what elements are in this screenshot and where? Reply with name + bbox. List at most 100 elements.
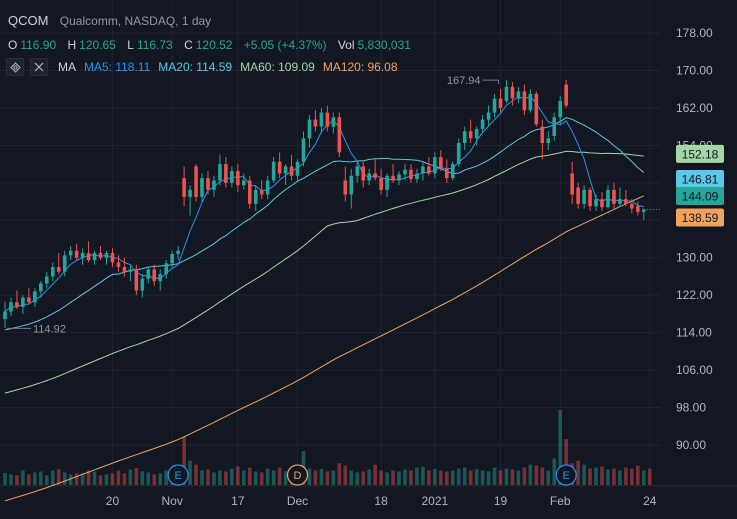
candle-down[interactable]: [564, 79, 568, 108]
candle-up[interactable]: [486, 105, 491, 127]
candle-down[interactable]: [379, 168, 383, 195]
candle-up[interactable]: [140, 274, 145, 298]
candle-up[interactable]: [546, 131, 551, 151]
candle-down[interactable]: [313, 110, 318, 132]
candle-up[interactable]: [242, 173, 246, 190]
candle-down[interactable]: [612, 182, 616, 209]
price-axis-label[interactable]: 138.59: [676, 208, 724, 227]
candle-down[interactable]: [409, 164, 413, 183]
candle-up[interactable]: [295, 159, 300, 181]
candle-up[interactable]: [397, 171, 401, 186]
candle-up[interactable]: [158, 269, 163, 291]
candle-up[interactable]: [421, 161, 425, 181]
candle-up[interactable]: [200, 173, 204, 202]
candle-up[interactable]: [516, 86, 521, 104]
candle-down[interactable]: [576, 182, 580, 209]
candle-down[interactable]: [361, 161, 365, 188]
candle-up[interactable]: [552, 112, 557, 141]
price-axis-label[interactable]: 152.18: [676, 144, 724, 163]
candle-down[interactable]: [206, 171, 210, 195]
candle-up[interactable]: [283, 164, 288, 186]
candle-up[interactable]: [68, 246, 73, 261]
candle-down[interactable]: [56, 253, 61, 275]
candle-down[interactable]: [194, 164, 198, 202]
candle-down[interactable]: [630, 199, 634, 214]
candle-down[interactable]: [277, 152, 282, 179]
candle-down[interactable]: [337, 112, 342, 158]
candle-up[interactable]: [62, 250, 67, 277]
candle-up[interactable]: [456, 138, 461, 167]
candle-up[interactable]: [594, 194, 598, 211]
candle-down[interactable]: [588, 187, 592, 211]
candle-up[interactable]: [170, 250, 174, 268]
candle-up[interactable]: [188, 185, 192, 216]
candle-up[interactable]: [367, 168, 371, 186]
event-marker[interactable]: E: [555, 464, 577, 486]
candle-down[interactable]: [289, 154, 294, 181]
candle-up[interactable]: [403, 164, 407, 181]
candle-up[interactable]: [319, 107, 324, 134]
event-marker[interactable]: D: [286, 464, 309, 486]
candle-down[interactable]: [224, 157, 228, 188]
candle-up[interactable]: [253, 185, 258, 211]
candle-up[interactable]: [44, 271, 49, 289]
candle-down[interactable]: [427, 157, 431, 176]
candle-up[interactable]: [9, 297, 13, 317]
candle-up[interactable]: [492, 93, 497, 118]
candle-up[interactable]: [528, 89, 533, 113]
candle-down[interactable]: [122, 257, 127, 277]
candle-down[interactable]: [74, 243, 79, 261]
candle-up[interactable]: [474, 126, 479, 146]
candle-down[interactable]: [540, 119, 545, 160]
event-marker[interactable]: E: [167, 464, 189, 486]
candle-up[interactable]: [301, 131, 306, 167]
candle-up[interactable]: [582, 185, 586, 209]
candle-down[interactable]: [325, 105, 330, 132]
candle-down[interactable]: [444, 159, 449, 183]
candle-up[interactable]: [307, 114, 312, 148]
candle-down[interactable]: [134, 264, 139, 296]
candle-up[interactable]: [176, 246, 180, 261]
candle-up[interactable]: [230, 166, 234, 188]
symbol-ticker[interactable]: QCOM: [8, 13, 49, 28]
candle-down[interactable]: [247, 175, 252, 209]
candle-up[interactable]: [355, 161, 360, 183]
candle-down[interactable]: [259, 180, 264, 200]
candle-up[interactable]: [271, 157, 276, 183]
candle-down[interactable]: [343, 166, 348, 202]
candle-down[interactable]: [373, 159, 377, 181]
candle-down[interactable]: [570, 161, 574, 204]
candle-up[interactable]: [462, 126, 467, 151]
candle-up[interactable]: [618, 187, 622, 207]
candle-down[interactable]: [534, 91, 539, 127]
candle-up[interactable]: [33, 288, 37, 307]
candle-up[interactable]: [104, 250, 109, 265]
candle-up[interactable]: [39, 281, 43, 298]
candle-down[interactable]: [391, 164, 395, 183]
candle-up[interactable]: [80, 248, 85, 265]
candle-up[interactable]: [480, 114, 485, 134]
candle-up[interactable]: [218, 154, 222, 186]
price-axis-label[interactable]: 144.09: [676, 187, 724, 206]
candle-up[interactable]: [450, 161, 455, 181]
candle-down[interactable]: [498, 89, 503, 113]
candle-up[interactable]: [504, 80, 509, 104]
candle-up[interactable]: [50, 262, 55, 282]
candle-down[interactable]: [15, 290, 19, 310]
candle-down[interactable]: [510, 82, 515, 106]
candle-up[interactable]: [641, 208, 646, 221]
candles[interactable]: [3, 79, 646, 328]
candle-down[interactable]: [182, 166, 186, 207]
candle-up[interactable]: [265, 175, 270, 200]
candle-down[interactable]: [636, 201, 640, 216]
candle-up[interactable]: [128, 264, 133, 282]
candle-up[interactable]: [92, 250, 97, 265]
indicator-settings-button[interactable]: [6, 58, 24, 76]
candle-down[interactable]: [439, 150, 443, 172]
candle-down[interactable]: [98, 246, 103, 261]
candle-up[interactable]: [164, 260, 168, 279]
candle-down[interactable]: [600, 192, 604, 211]
